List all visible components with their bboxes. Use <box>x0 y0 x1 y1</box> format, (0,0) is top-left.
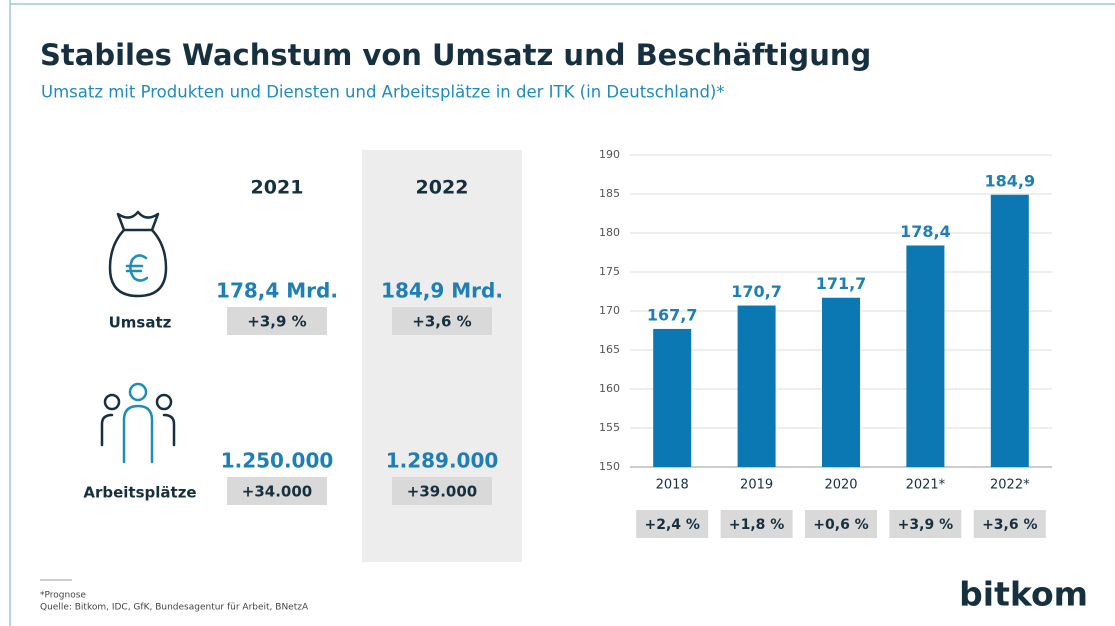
y-tick-label: 175 <box>599 265 620 278</box>
growth-box <box>805 510 877 538</box>
bar <box>737 305 776 467</box>
y-tick-label: 170 <box>599 304 620 317</box>
value-label: 184,9 <box>984 171 1035 190</box>
growth-label: +3,6 % <box>982 517 1037 533</box>
bar <box>822 297 860 467</box>
change-box <box>392 477 492 505</box>
y-tick-label: 185 <box>599 187 620 200</box>
x-tick-label: 2018 <box>656 478 689 493</box>
row-label: Arbeitsplätze <box>83 484 196 502</box>
row-value: 184,9 Mrd. <box>381 279 503 303</box>
y-tick-label: 190 <box>599 148 620 161</box>
y-tick-label: 160 <box>599 382 620 395</box>
value-label: 178,4 <box>900 222 951 241</box>
row-change: +3,6 % <box>412 313 471 331</box>
value-label: 171,7 <box>816 274 867 293</box>
y-tick-label: 180 <box>599 226 620 239</box>
value-label: 170,7 <box>731 282 782 301</box>
source: Quelle: Bitkom, IDC, GfK, Bundesagentur … <box>40 603 309 613</box>
growth-box <box>720 510 793 538</box>
subtitle: Umsatz mit Produkten und Diensten und Ar… <box>41 83 725 102</box>
x-tick-label: 2022* <box>990 478 1030 493</box>
row-change: +3,9 % <box>247 313 306 331</box>
x-tick-label: 2019 <box>740 478 773 493</box>
y-tick-label: 155 <box>599 421 620 434</box>
money-bag-icon <box>108 210 168 298</box>
growth-box <box>973 510 1046 538</box>
row-label: Umsatz <box>109 314 172 332</box>
change-box <box>227 477 327 505</box>
title: Stabiles Wachstum von Umsatz und Beschäf… <box>40 38 871 72</box>
growth-label: +2,4 % <box>644 517 699 533</box>
bar <box>653 328 692 467</box>
bar <box>990 194 1029 467</box>
change-box <box>227 307 327 335</box>
x-tick-label: 2020 <box>824 478 857 493</box>
growth-label: +3,9 % <box>898 517 953 533</box>
footnote: *Prognose <box>40 591 86 601</box>
row-value: 1.289.000 <box>386 449 499 473</box>
growth-label: +0,6 % <box>813 517 868 533</box>
growth-box <box>636 510 709 538</box>
row-change: +34.000 <box>242 483 312 501</box>
logo: bitkom <box>959 575 1088 614</box>
people-icon <box>100 382 176 464</box>
bar <box>906 245 945 467</box>
row-value: 1.250.000 <box>221 449 334 473</box>
growth-label: +1,8 % <box>729 517 784 533</box>
growth-box <box>889 510 962 538</box>
column-header: 2022 <box>416 177 469 199</box>
x-tick-label: 2021* <box>906 478 946 493</box>
y-tick-label: 150 <box>599 460 620 473</box>
column-header: 2021 <box>251 177 304 199</box>
value-label: 167,7 <box>647 305 698 324</box>
y-tick-label: 165 <box>599 343 620 356</box>
row-change: +39.000 <box>407 483 477 501</box>
row-value: 178,4 Mrd. <box>216 279 338 303</box>
change-box <box>392 307 492 335</box>
